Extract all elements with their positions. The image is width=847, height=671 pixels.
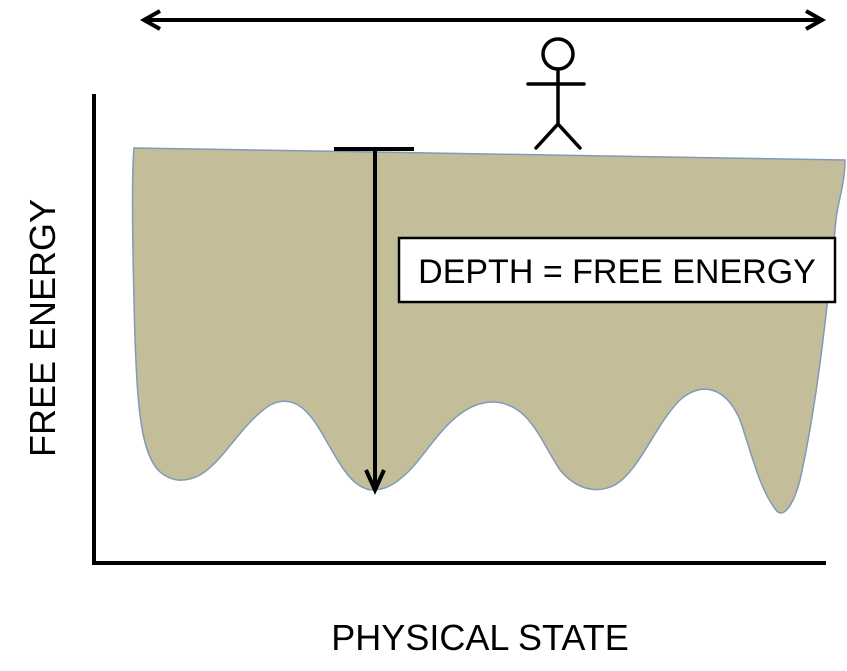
y-axis-label: FREE ENERGY bbox=[22, 199, 63, 457]
stick-figure-icon bbox=[526, 37, 586, 150]
double-headed-arrow-icon bbox=[139, 9, 827, 31]
callout-text: DEPTH = FREE ENERGY bbox=[418, 253, 816, 291]
energy-landscape bbox=[131, 147, 846, 514]
x-axis-label: PHYSICAL STATE bbox=[331, 617, 628, 658]
depth-marker bbox=[334, 147, 414, 495]
depth-callout: DEPTH = FREE ENERGY bbox=[397, 236, 837, 304]
